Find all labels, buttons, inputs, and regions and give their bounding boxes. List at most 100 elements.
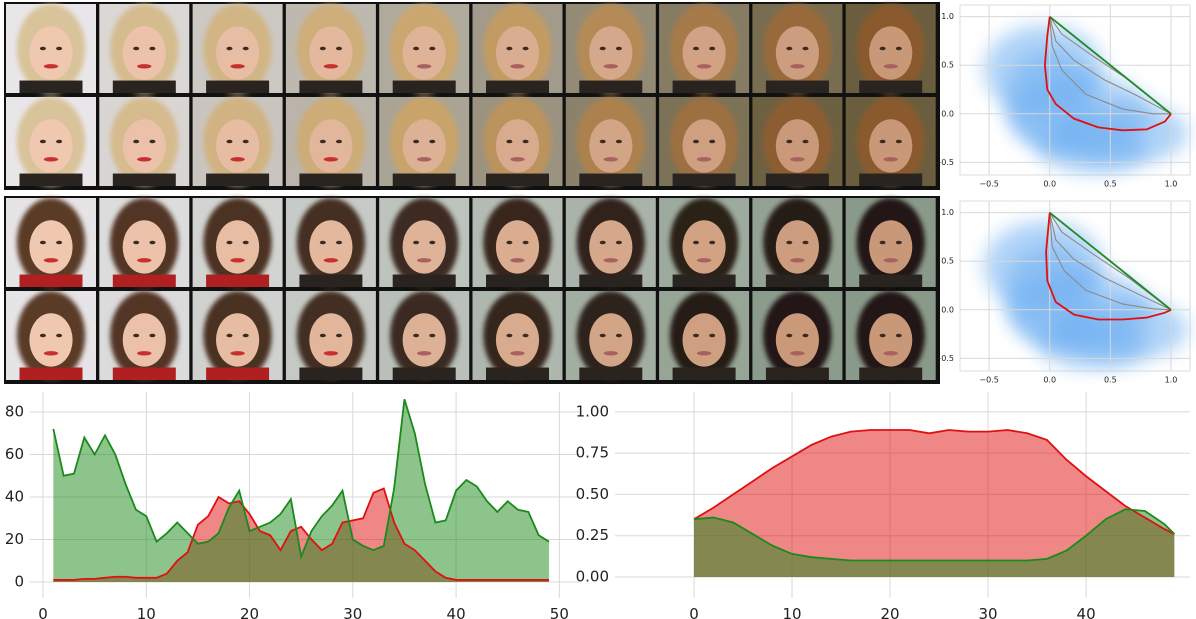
mouth — [790, 64, 804, 68]
figure: −0.50.00.51.0−0.50.00.51.0−0.50.00.51.0−… — [0, 0, 1196, 619]
eye — [320, 241, 326, 245]
eye — [149, 47, 155, 51]
face-image — [379, 291, 469, 380]
face — [309, 119, 352, 172]
shoulders — [299, 81, 362, 93]
face-image — [473, 97, 563, 186]
mouth — [884, 157, 898, 161]
face-image — [6, 4, 96, 93]
eye — [896, 47, 902, 51]
face-image — [99, 97, 189, 186]
y-tick-label: 0.0 — [941, 109, 954, 118]
eye — [896, 241, 902, 245]
mouth — [790, 351, 804, 355]
mouth — [604, 64, 618, 68]
face — [403, 220, 446, 273]
face — [496, 220, 539, 273]
face — [776, 26, 819, 79]
face — [216, 26, 259, 79]
x-tick-label: 10 — [782, 605, 801, 619]
eye — [56, 241, 62, 245]
mouth — [137, 351, 151, 355]
face-image — [566, 97, 656, 186]
shoulders — [579, 275, 642, 287]
face — [216, 313, 259, 366]
eye — [523, 241, 529, 245]
mouth — [510, 351, 524, 355]
eye — [243, 241, 249, 245]
face — [589, 220, 632, 273]
face — [869, 313, 912, 366]
eye — [149, 334, 155, 338]
mouth — [790, 258, 804, 262]
mouth — [697, 157, 711, 161]
y-tick-label: 1.0 — [941, 208, 954, 217]
mouth — [604, 258, 618, 262]
face-image — [846, 291, 936, 380]
mouth — [44, 351, 58, 355]
y-tick-label: −0.5 — [935, 158, 954, 167]
face — [496, 313, 539, 366]
shoulders — [113, 368, 176, 380]
mouth — [230, 351, 244, 355]
eye — [786, 334, 792, 338]
chart: 0102030400.000.250.500.751.00 — [576, 392, 1190, 619]
face-image — [473, 4, 563, 93]
eye — [227, 47, 233, 51]
chart: −0.50.00.51.0−0.50.00.51.0 — [935, 5, 1190, 189]
shoulders — [393, 275, 456, 287]
face — [776, 119, 819, 172]
x-tick-label: 0.5 — [1104, 376, 1117, 385]
eye — [413, 140, 419, 144]
mouth — [884, 351, 898, 355]
face-image — [286, 291, 376, 380]
eye — [336, 140, 342, 144]
y-tick-label: 0.5 — [941, 257, 954, 266]
shoulders — [766, 275, 829, 287]
shoulders — [859, 174, 922, 186]
point-cloud — [1037, 319, 1147, 369]
eye — [320, 47, 326, 51]
shoulders — [486, 275, 549, 287]
face-image — [379, 4, 469, 93]
mouth — [697, 64, 711, 68]
eye — [803, 241, 809, 245]
shoulders — [859, 368, 922, 380]
face-image — [659, 97, 749, 186]
mouth — [697, 258, 711, 262]
shoulders — [486, 368, 549, 380]
face-image — [6, 97, 96, 186]
eye — [803, 140, 809, 144]
face-image — [99, 198, 189, 287]
mouth — [417, 64, 431, 68]
mouth — [324, 157, 338, 161]
face — [29, 26, 72, 79]
y-tick-label: 0.50 — [576, 485, 609, 503]
eye — [149, 241, 155, 245]
y-tick-label: 20 — [5, 530, 24, 548]
face — [309, 220, 352, 273]
eye — [616, 241, 622, 245]
eye — [40, 241, 46, 245]
shoulders — [766, 174, 829, 186]
face — [309, 313, 352, 366]
y-tick-label: 80 — [5, 402, 24, 420]
face — [216, 220, 259, 273]
face — [496, 119, 539, 172]
mouth — [417, 157, 431, 161]
face — [123, 119, 166, 172]
eye — [227, 140, 233, 144]
face-image — [286, 4, 376, 93]
shoulders — [486, 174, 549, 186]
x-tick-label: 1.0 — [1165, 376, 1178, 385]
eye — [320, 334, 326, 338]
eye — [506, 241, 512, 245]
mouth — [44, 258, 58, 262]
face — [683, 220, 726, 273]
eye — [56, 47, 62, 51]
face — [123, 313, 166, 366]
x-tick-label: 30 — [343, 605, 362, 619]
eye — [133, 241, 139, 245]
eye — [413, 47, 419, 51]
